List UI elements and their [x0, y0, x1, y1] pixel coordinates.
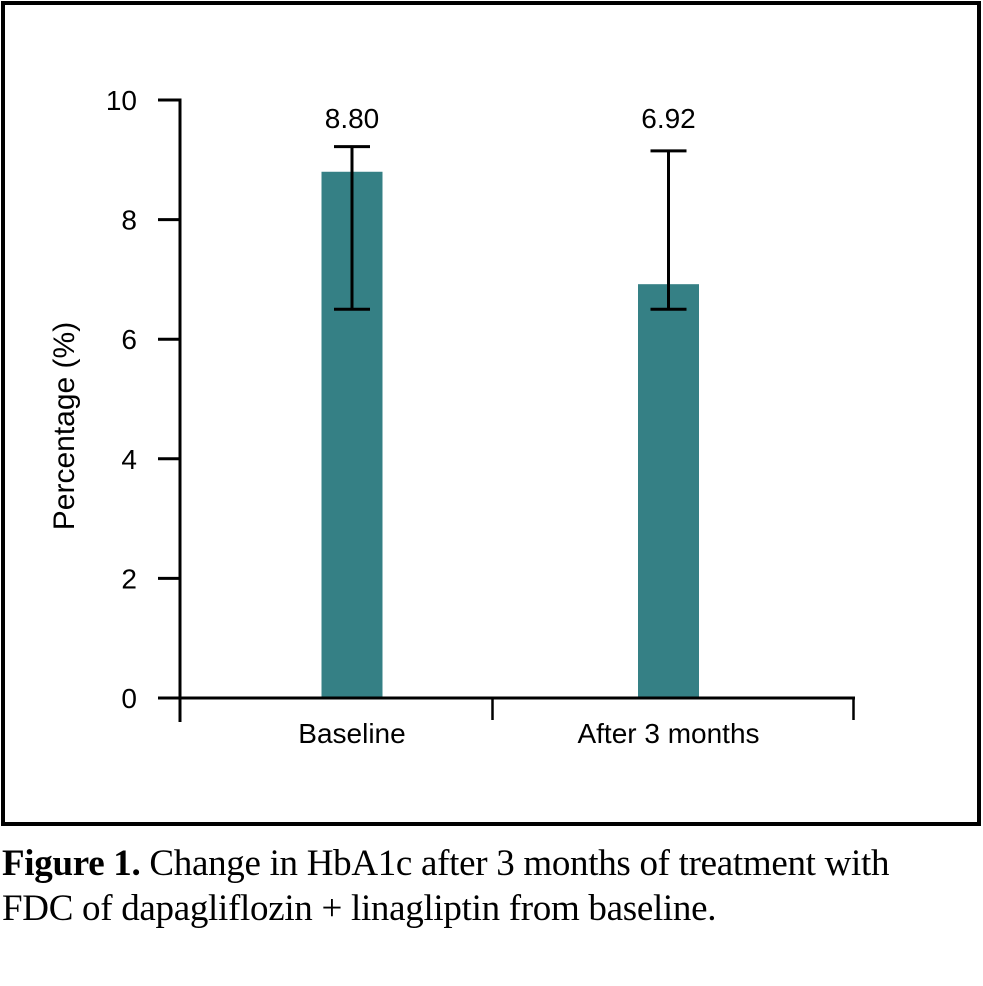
y-axis-title: Percentage (%) [48, 322, 81, 530]
figure-caption-label: Figure 1. [2, 843, 141, 884]
figure-caption-line1: Change in HbA1c after 3 months of treatm… [149, 843, 890, 884]
y-tick-label: 2 [121, 563, 137, 594]
bar-value-label: 8.80 [325, 103, 380, 134]
y-tick-label: 8 [121, 205, 137, 236]
y-tick-label: 4 [121, 444, 137, 475]
y-tick-label: 10 [106, 85, 137, 116]
category-label: After 3 months [577, 718, 759, 749]
y-tick-label: 0 [121, 683, 137, 714]
bar-after-3-months [638, 284, 699, 698]
y-tick-label: 6 [121, 324, 137, 355]
category-label: Baseline [298, 718, 405, 749]
bar-chart-svg: 0 2 4 6 8 10 8.80 6.92 Baseline After 3 months Per… [48, 85, 855, 749]
figure-caption: Figure 1. Change in HbA1c after 3 months… [2, 841, 983, 931]
figure-caption-line2: FDC of dapagliflozin + linagliptin from … [2, 888, 717, 929]
bar-value-label: 6.92 [641, 103, 696, 134]
